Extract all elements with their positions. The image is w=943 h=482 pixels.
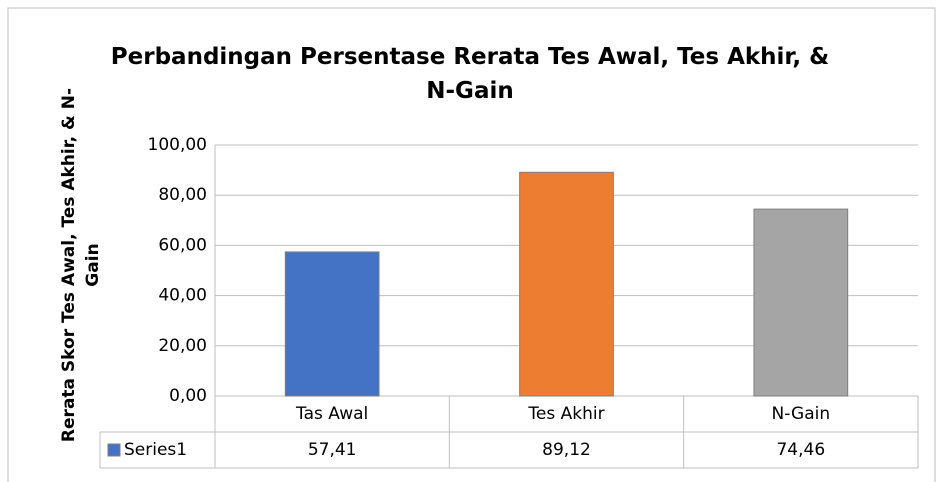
table-value: 89,12 xyxy=(542,440,591,460)
legend-key xyxy=(107,443,121,457)
y-tick-label: 0,00 xyxy=(169,386,207,406)
x-tick-label: Tas Awal xyxy=(295,404,368,424)
x-tick-label: N-Gain xyxy=(772,404,831,424)
bar xyxy=(519,171,614,397)
table-value: 74,46 xyxy=(776,440,825,460)
y-axis-label: Rerata Skor Tes Awal, Tes Akhir, & N-Gai… xyxy=(59,87,103,443)
y-tick-label: 100,00 xyxy=(148,135,207,155)
y-tick-label: 60,00 xyxy=(158,235,207,255)
x-tick-label: Tes Akhir xyxy=(527,404,604,424)
y-tick-label: 80,00 xyxy=(158,185,207,205)
table-value: 57,41 xyxy=(308,440,357,460)
y-tick-label: 20,00 xyxy=(158,336,207,356)
bar xyxy=(284,251,380,397)
chart-title: Perbandingan Persentase Rerata Tes Awal,… xyxy=(110,44,830,104)
legend-label: Series1 xyxy=(124,440,187,460)
y-tick-label: 40,00 xyxy=(158,286,207,306)
bar xyxy=(753,208,849,397)
